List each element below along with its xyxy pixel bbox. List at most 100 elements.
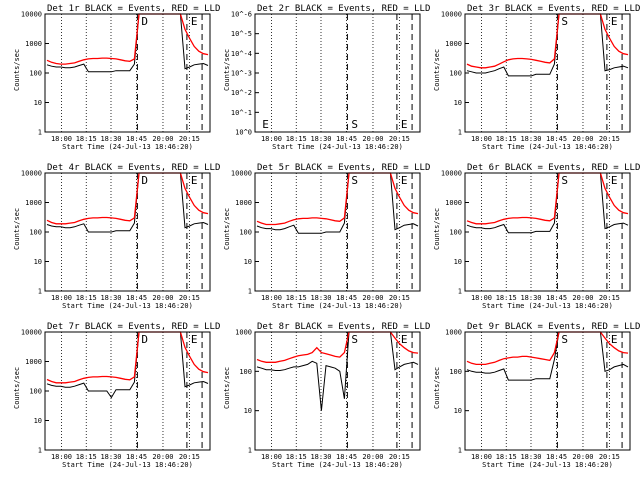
event-marker-label: E [611, 333, 618, 346]
x-tick-label: 18:15 [496, 453, 517, 461]
plot-frame [464, 331, 631, 451]
panel-title: Det 3r BLACK = Events, RED = LLD [467, 4, 640, 14]
y-tick-label: 100 [29, 70, 42, 78]
panel-det-5: Det 5r BLACK = Events, RED = LLD 1 10 100 10… [223, 163, 430, 310]
y-tick-label: 100 [29, 229, 42, 237]
event-marker-label: E [191, 333, 198, 346]
x-tick-label: 18:00 [261, 294, 282, 302]
event-marker-label: E [191, 15, 198, 28]
y-tick-label: 1 [458, 288, 462, 296]
x-tick-label: 18:45 [336, 294, 357, 302]
x-tick-label: 20:00 [152, 453, 173, 461]
event-marker-label: S [561, 15, 568, 28]
x-axis-label: Start Time (24-Jul-13 18:46:20) [272, 461, 403, 469]
y-tick-label: 10 [244, 407, 252, 415]
events-series-line [46, 331, 209, 399]
x-tick-label: 18:15 [76, 294, 97, 302]
x-tick-label: 18:30 [310, 294, 331, 302]
event-marker-label: E [611, 15, 618, 28]
x-axis-label: Start Time (24-Jul-13 18:46:20) [482, 461, 613, 469]
x-tick-label: 18:45 [546, 135, 567, 143]
events-series-line [466, 331, 629, 381]
x-tick-label: 20:15 [599, 453, 620, 461]
events-series-line [46, 172, 209, 233]
lld-series-line [256, 172, 419, 226]
y-tick-label: 1 [458, 447, 462, 455]
y-tick-label: 1000 [25, 358, 42, 366]
y-tick-label: 10000 [231, 170, 252, 178]
event-marker-label: D [141, 174, 148, 187]
x-axis-label: Start Time (24-Jul-13 18:46:20) [272, 302, 403, 310]
x-tick-label: 18:45 [126, 135, 147, 143]
panel-det-9: Det 9r BLACK = Events, RED = LLD 1 10 100 10… [433, 322, 640, 469]
panel-det-4: Det 4r BLACK = Events, RED = LLD 1 10 100 10… [13, 163, 220, 310]
y-tick-label: 100 [29, 388, 42, 396]
event-marker-label: D [141, 333, 148, 346]
panel-det-3: Det 3r BLACK = Events, RED = LLD 1 10 100 10… [433, 4, 640, 151]
events-series-line [256, 331, 419, 411]
y-tick-label: 100 [239, 368, 252, 376]
panel-title: Det 9r BLACK = Events, RED = LLD [467, 322, 640, 332]
y-tick-label: 1000 [235, 329, 252, 337]
y-tick-label: 1000 [25, 40, 42, 48]
y-tick-label: 10 [34, 99, 42, 107]
y-tick-label: 10^0 [235, 129, 252, 137]
lld-series-line [46, 13, 209, 65]
x-tick-label: 20:00 [572, 453, 593, 461]
y-tick-label: 1000 [25, 199, 42, 207]
plot-frame [44, 13, 211, 133]
event-marker-label: E [611, 174, 618, 187]
panel-title: Det 8r BLACK = Events, RED = LLD [257, 322, 430, 332]
x-tick-label: 18:30 [310, 135, 331, 143]
x-tick-label: 20:15 [389, 294, 410, 302]
x-tick-label: 20:00 [572, 135, 593, 143]
panel-det-7: Det 7r BLACK = Events, RED = LLD 1 10 100 10… [13, 322, 220, 469]
x-axis-label: Start Time (24-Jul-13 18:46:20) [482, 143, 613, 151]
y-tick-label: 10 [454, 258, 462, 266]
x-tick-label: 18:30 [100, 453, 121, 461]
event-marker-label: S [561, 174, 568, 187]
y-axis-label: Counts/sec [223, 208, 231, 250]
y-tick-label: 1 [248, 447, 252, 455]
x-tick-label: 20:15 [389, 135, 410, 143]
x-tick-label: 18:45 [126, 294, 147, 302]
x-tick-label: 18:15 [286, 453, 307, 461]
y-tick-label: 10000 [21, 11, 42, 19]
x-tick-label: 18:15 [286, 294, 307, 302]
x-tick-label: 18:30 [520, 453, 541, 461]
y-tick-label: 100 [239, 229, 252, 237]
x-tick-label: 20:00 [572, 294, 593, 302]
panel-title: Det 1r BLACK = Events, RED = LLD [47, 4, 220, 14]
x-tick-label: 18:15 [496, 294, 517, 302]
y-tick-label: 1000 [445, 199, 462, 207]
event-marker-label: S [561, 333, 568, 346]
x-tick-label: 18:30 [100, 135, 121, 143]
y-tick-label: 10^-3 [231, 70, 252, 78]
x-tick-label: 18:30 [520, 135, 541, 143]
y-tick-label: 10000 [441, 170, 462, 178]
x-tick-label: 18:15 [76, 135, 97, 143]
events-series-line [466, 172, 629, 234]
event-marker-label: S [351, 118, 358, 131]
panel-title: Det 4r BLACK = Events, RED = LLD [47, 163, 220, 173]
x-tick-label: 18:15 [496, 135, 517, 143]
x-axis-label: Start Time (24-Jul-13 18:46:20) [62, 143, 193, 151]
plot-frame [464, 13, 631, 133]
x-tick-label: 18:45 [546, 453, 567, 461]
y-tick-label: 1 [38, 129, 42, 137]
x-tick-label: 18:15 [286, 135, 307, 143]
y-tick-label: 1 [38, 447, 42, 455]
y-tick-label: 10 [244, 258, 252, 266]
y-tick-label: 10^-6 [231, 11, 252, 19]
y-tick-label: 1 [248, 288, 252, 296]
x-axis-label: Start Time (24-Jul-13 18:46:20) [62, 461, 193, 469]
y-axis-label: Counts/sec [13, 49, 21, 91]
event-marker-label: S [351, 174, 358, 187]
x-tick-label: 20:00 [152, 135, 173, 143]
x-tick-label: 18:45 [546, 294, 567, 302]
x-axis-label: Start Time (24-Jul-13 18:46:20) [272, 143, 403, 151]
x-tick-label: 20:00 [362, 135, 383, 143]
y-axis-label: Counts/sec [433, 49, 441, 91]
panel-det-6: Det 6r BLACK = Events, RED = LLD 1 10 100 10… [433, 163, 640, 310]
